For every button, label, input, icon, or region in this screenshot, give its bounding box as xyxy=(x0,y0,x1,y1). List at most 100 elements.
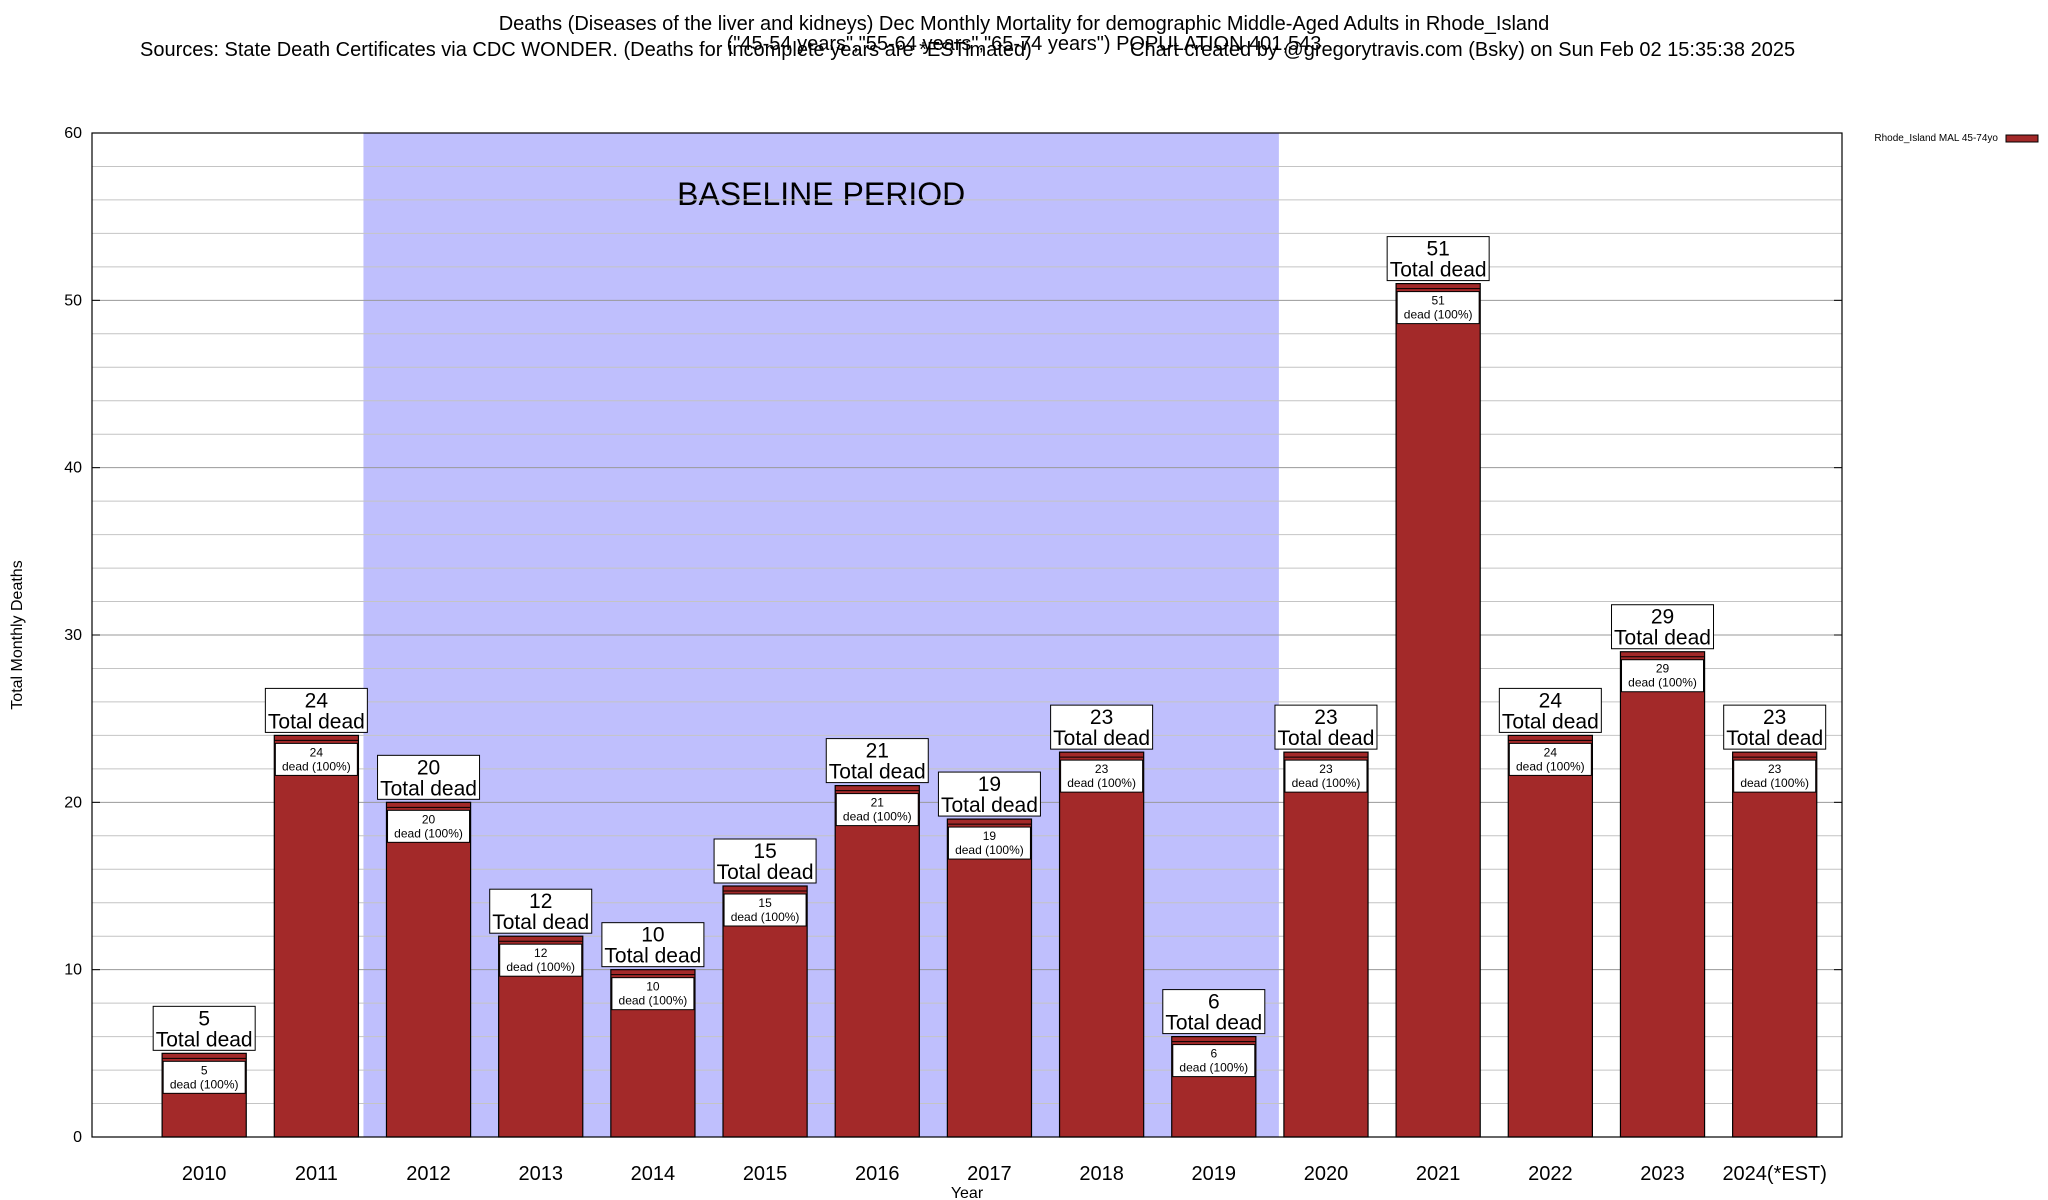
bar-top-label: Total dead xyxy=(1502,710,1599,733)
bar-inner-label-box xyxy=(1284,759,1368,793)
bar-inner-label: dead (100%) xyxy=(506,960,575,974)
y-tick-label: 0 xyxy=(73,1129,82,1146)
bar-inner-label-box xyxy=(947,826,1031,860)
bar xyxy=(385,801,472,1138)
chart-sources: Sources: State Death Certificates via CD… xyxy=(140,39,1032,61)
bar-top-label: Total dead xyxy=(156,1028,253,1051)
chart-subtitle: ("45-54 years","55-64 years","65-74 year… xyxy=(726,33,1322,55)
bar-top-label: 51 xyxy=(1426,238,1449,261)
baseline-period-label: BASELINE PERIOD xyxy=(677,176,965,212)
bar-inner-label: 24 xyxy=(1544,745,1558,759)
bar-top-label: Total dead xyxy=(1278,727,1375,750)
bar-inner-label: 10 xyxy=(646,980,660,994)
bar-top-label: Total dead xyxy=(492,911,589,934)
bar xyxy=(1283,751,1369,1138)
bar-top-label: 21 xyxy=(866,740,889,763)
bar xyxy=(834,784,920,1138)
bar xyxy=(1058,751,1145,1138)
x-tick-label: 2017 xyxy=(967,1163,1012,1185)
bar xyxy=(1395,283,1481,1138)
x-tick-label: 2015 xyxy=(743,1163,788,1185)
bar-top-label-box xyxy=(1723,704,1827,750)
bar-inner-label: 6 xyxy=(1210,1047,1217,1061)
bar xyxy=(946,818,1033,1138)
legend-label: Rhode_Island MAL 45-74yo xyxy=(1874,133,1998,144)
bar-inner-label-box xyxy=(274,742,358,776)
bar-top-label: Total dead xyxy=(268,710,365,733)
y-axis-label: Total Monthly Deaths xyxy=(9,560,26,709)
bar-top-label: 10 xyxy=(641,924,664,947)
bar-top-label: 24 xyxy=(1539,689,1563,712)
bar-inner-label: 23 xyxy=(1768,762,1782,776)
bar-top-label: Total dead xyxy=(1390,259,1487,282)
bar-inner-label: dead (100%) xyxy=(731,910,800,924)
bar-top-label: Total dead xyxy=(604,945,701,968)
bar-top-label: 23 xyxy=(1763,706,1786,729)
bar-top-label: 6 xyxy=(1208,991,1220,1014)
bar-top-label: Total dead xyxy=(717,861,814,884)
bar-inner-label-box xyxy=(499,943,583,977)
bar-top-label-box xyxy=(713,838,817,884)
bar-inner-label: 24 xyxy=(310,745,324,759)
bar-inner-label: 23 xyxy=(1319,762,1333,776)
bar-inner-label: dead (100%) xyxy=(1404,308,1473,322)
bar-inner-label: dead (100%) xyxy=(619,994,688,1008)
bar-top-label-box xyxy=(1050,704,1154,750)
bar xyxy=(1732,751,1818,1138)
bar-inner-label-box xyxy=(835,793,919,827)
bar-top-label: Total dead xyxy=(1165,1012,1262,1035)
bar-top-label: Total dead xyxy=(380,777,477,800)
bar xyxy=(722,885,808,1138)
x-tick-label: 2014 xyxy=(631,1163,676,1185)
bar-top-label: Total dead xyxy=(829,761,926,784)
x-tick-label: 2022 xyxy=(1528,1163,1573,1185)
x-tick-label: 2011 xyxy=(295,1163,338,1185)
bar-top-label: 12 xyxy=(529,890,552,913)
bar-top-label-box xyxy=(1611,604,1715,650)
bar-inner-label: dead (100%) xyxy=(170,1077,239,1091)
bar-inner-label: 29 xyxy=(1656,662,1670,676)
x-tick-label: 2021 xyxy=(1416,1163,1461,1185)
chart-credit: Chart created by @gregorytravis.com (Bsk… xyxy=(1130,39,1796,61)
bar-inner-label: 21 xyxy=(871,796,885,810)
bar-inner-label: dead (100%) xyxy=(1179,1061,1248,1075)
bar-inner-label-box xyxy=(723,893,807,927)
x-tick-label: 2019 xyxy=(1192,1163,1237,1185)
bar-inner-label-box xyxy=(1060,759,1144,793)
bar-top-label-box xyxy=(264,687,368,733)
x-tick-label: 2020 xyxy=(1304,1163,1349,1185)
bar-top-label-box xyxy=(601,922,705,968)
bar-top-label: 23 xyxy=(1314,706,1337,729)
bar-top-label-box xyxy=(377,754,481,800)
bar-top-label-box xyxy=(1498,687,1602,733)
bar-inner-label-box xyxy=(1508,742,1592,776)
bar xyxy=(1507,734,1594,1138)
bar-top-label-box xyxy=(825,738,929,784)
bar-inner-label: dead (100%) xyxy=(1628,676,1697,690)
plot-frame xyxy=(91,132,1843,1138)
bar-top-label-box xyxy=(1274,704,1378,750)
bar-inner-label-box xyxy=(1396,291,1480,325)
bar-top-label: 20 xyxy=(417,756,440,779)
x-tick-label: 2023 xyxy=(1640,1163,1685,1185)
bar-inner-label: dead (100%) xyxy=(1740,776,1809,790)
bar-inner-label: 12 xyxy=(534,946,548,960)
bar-top-label-box xyxy=(1162,989,1266,1035)
x-tick-label: 2016 xyxy=(855,1163,900,1185)
bar-inner-label: dead (100%) xyxy=(1292,776,1361,790)
y-tick-label: 30 xyxy=(64,627,82,644)
x-tick-label: 2018 xyxy=(1079,1163,1124,1185)
bar-top-label-box xyxy=(489,888,593,934)
bar-inner-label: dead (100%) xyxy=(1516,759,1585,773)
bar-inner-label: 23 xyxy=(1095,762,1109,776)
bar-inner-label-box xyxy=(611,977,695,1011)
legend-swatch xyxy=(2005,134,2039,143)
bar-top-label-box xyxy=(937,771,1041,817)
chart-title: Deaths (Diseases of the liver and kidney… xyxy=(498,13,1550,35)
bar-inner-label-box xyxy=(387,809,471,843)
bar-inner-label-box xyxy=(1621,659,1705,693)
bar-top-label: Total dead xyxy=(1053,727,1150,750)
bar-top-label: 23 xyxy=(1090,706,1113,729)
bar-top-label: 5 xyxy=(198,1007,210,1030)
